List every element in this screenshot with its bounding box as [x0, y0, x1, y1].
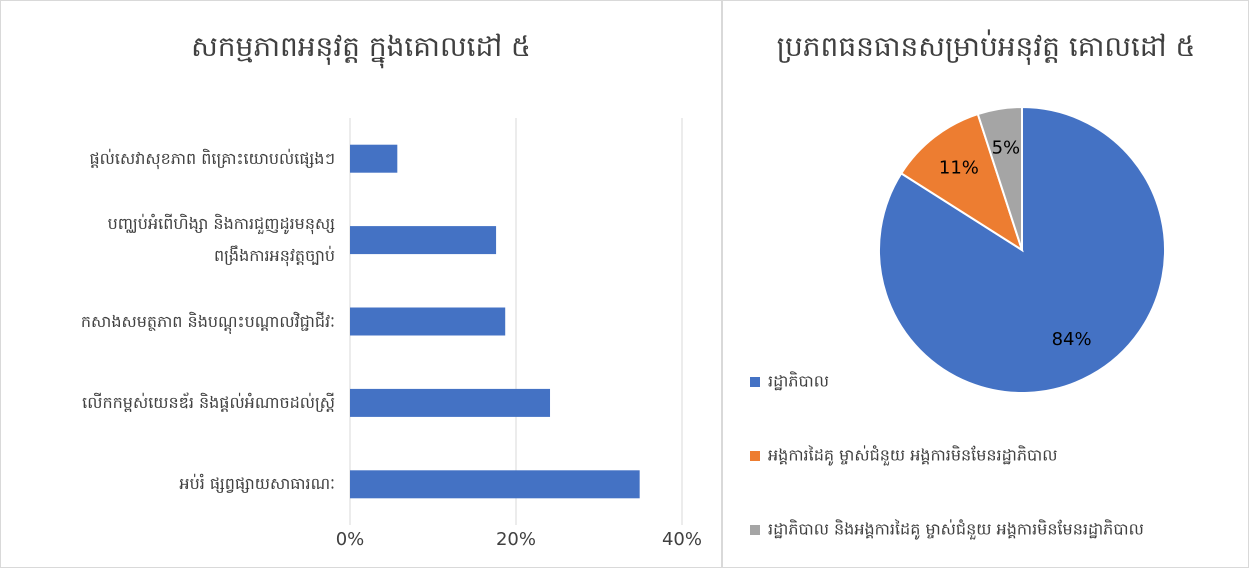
bar — [350, 307, 506, 336]
category-label: អប់រំ ផ្សព្វផ្សាយសាធារណៈ — [179, 474, 335, 494]
legend-marker — [750, 525, 760, 535]
legend-marker — [750, 377, 760, 387]
legend-label: អង្គការដៃគូ ម្ចាស់ជំនួយ អង្គការមិនមែនរដ្… — [768, 445, 1057, 467]
pie-title: ប្រភពធនធានសម្រាប់អនុវត្ត គោលដៅ ៥ — [777, 29, 1196, 65]
legend-label: រដ្ឋាភិបាល — [768, 371, 829, 391]
data-label: 5% — [992, 137, 1021, 158]
x-tick-label: 20% — [496, 529, 536, 550]
data-label: 11% — [939, 158, 979, 179]
bar-title: សកម្មភាពអនុវត្ត ក្នុងគោលដៅ ៥ — [191, 30, 531, 69]
category-label: ផ្តល់សេវាសុខភាព ពិគ្រោះយោបល់ផ្សេងៗ — [89, 148, 335, 168]
bar — [350, 470, 640, 499]
pie-slice — [976, 105, 1023, 251]
data-label: 84% — [1052, 329, 1092, 350]
category-label: បញ្ឈប់អំពើហិង្សា និងការជួញដូរមនុស្ស ពង្រ… — [107, 214, 335, 266]
bar — [350, 388, 551, 417]
bar — [350, 226, 497, 255]
category-label: កសាងសមត្ថភាព និងបណ្តុះបណ្តាលវិជ្ជាជីវៈ — [80, 311, 335, 331]
legend-marker — [750, 451, 760, 461]
x-tick-label: 40% — [662, 529, 702, 550]
legend-label: រដ្ឋាភិបាល និងអង្គការដៃគូ ម្ចាស់ជំនួយ អង… — [768, 519, 1144, 541]
left-panel — [0, 0, 722, 568]
category-label: លើកកម្ពស់យេនឌ័រ និងផ្តល់អំណាចដល់ស្ត្រី — [82, 392, 335, 412]
x-tick-label: 0% — [336, 529, 365, 550]
bar — [350, 144, 398, 173]
right-panel — [722, 0, 1249, 568]
pie-slice — [899, 112, 1024, 253]
